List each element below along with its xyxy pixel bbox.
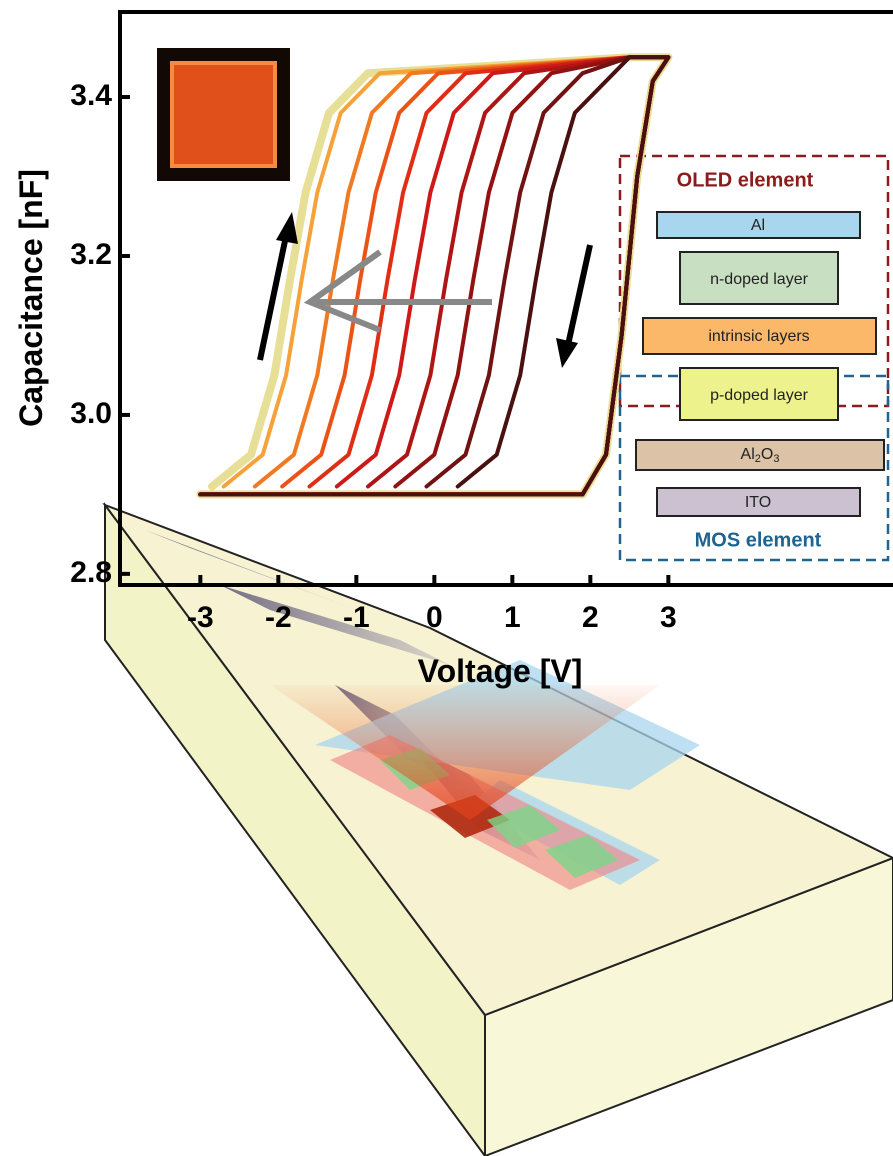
layer-label: Al [751, 217, 765, 234]
y-tick-label: 3.4 [70, 79, 112, 112]
figure: OLED element Al n-doped layer intrinsic … [0, 0, 893, 1156]
x-tick-label: 0 [426, 601, 443, 634]
page: {"chart_data": { "type": "line", "x_labe… [0, 0, 893, 1156]
oled-title: OLED element [677, 169, 814, 191]
label-part: 3 [773, 453, 779, 465]
layer-stack: OLED element Al n-doped layer intrinsic … [620, 156, 888, 560]
x-tick-label: 1 [504, 601, 521, 634]
inset-photo [157, 48, 290, 181]
device-illustration [105, 505, 893, 1156]
x-tick-label: 3 [660, 601, 677, 634]
y-tick-label: 3.2 [70, 238, 112, 271]
mos-title: MOS element [695, 529, 822, 551]
layer-label: p-doped layer [710, 387, 809, 404]
y-tick-label: 2.8 [70, 556, 112, 589]
x-tick-label: -1 [343, 601, 370, 634]
x-tick-label: -3 [187, 601, 214, 634]
label-part: Al [741, 446, 755, 463]
x-tick-label: 2 [582, 601, 599, 634]
layer-label: n-doped layer [710, 271, 809, 288]
y-axis-title: Capacitance [nF] [13, 169, 49, 427]
x-tick-label: -2 [265, 601, 292, 634]
label-part: O [761, 446, 773, 463]
y-tick-label: 3.0 [70, 397, 112, 430]
layer-label: ITO [745, 494, 771, 511]
layer-label: intrinsic layers [708, 328, 809, 345]
x-axis-title: Voltage [V] [418, 653, 583, 689]
